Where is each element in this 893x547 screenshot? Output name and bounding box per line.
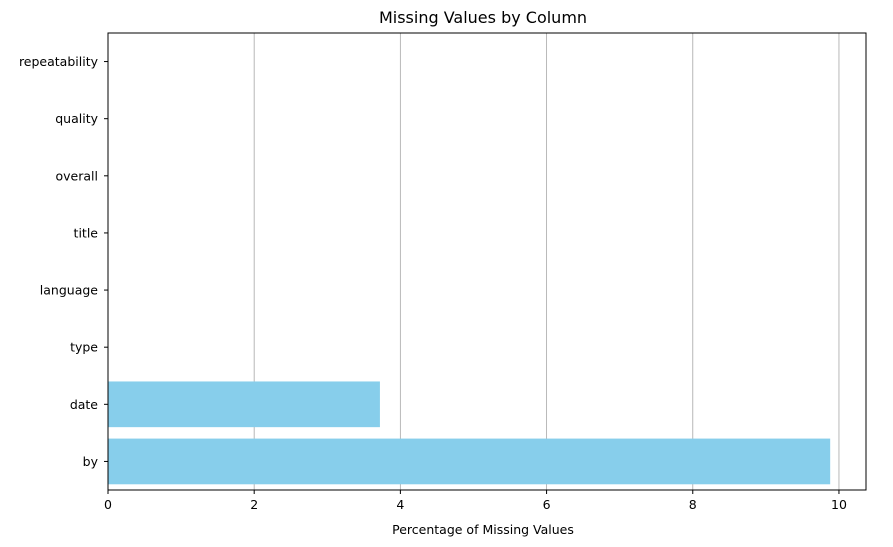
y-tick-label-title: title <box>74 225 99 240</box>
y-tick-label-repeatability: repeatability <box>19 54 99 69</box>
bar-date <box>108 381 380 428</box>
y-tick-label-overall: overall <box>56 168 98 183</box>
plot-frame <box>107 32 867 491</box>
y-tick-label-by: by <box>83 454 99 469</box>
bars <box>108 381 831 485</box>
x-tick-label: 4 <box>396 497 404 512</box>
y-axis-ticks: by date type language title overall quality rep… <box>19 54 108 469</box>
x-tick-label: 0 <box>104 497 112 512</box>
x-tick-label: 6 <box>543 497 551 512</box>
x-axis-label: Percentage of Missing Values <box>392 522 574 537</box>
x-axis-ticks: 0 2 4 6 8 10 <box>104 490 847 512</box>
chart-title: Missing Values by Column <box>379 8 587 27</box>
y-tick-label-quality: quality <box>55 111 98 126</box>
y-tick-label-type: type <box>70 340 98 355</box>
x-tick-label: 10 <box>831 497 847 512</box>
y-tick-label-date: date <box>70 397 98 412</box>
y-tick-label-language: language <box>40 283 99 298</box>
x-tick-label: 2 <box>250 497 258 512</box>
bar-by <box>108 438 831 485</box>
x-tick-label: 8 <box>689 497 697 512</box>
